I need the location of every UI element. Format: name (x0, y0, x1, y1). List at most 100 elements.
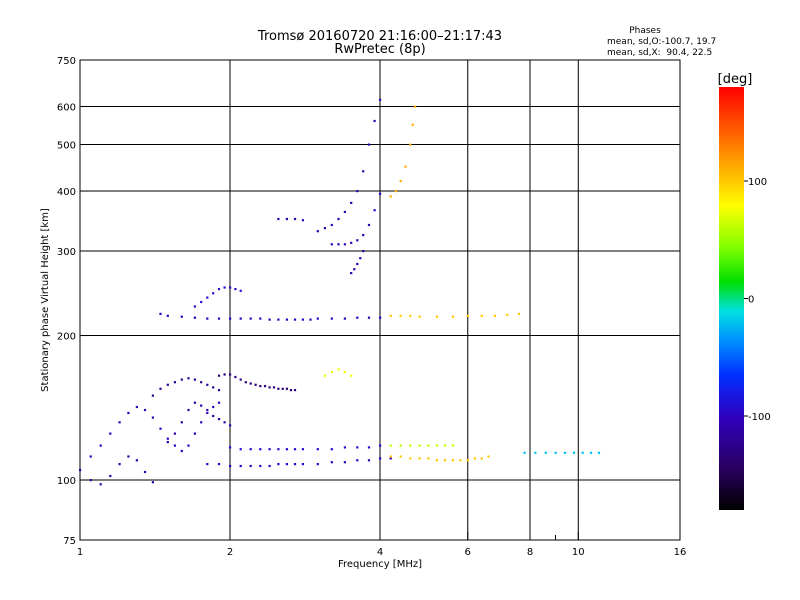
data-point (223, 286, 226, 289)
x-tick-label: 1 (77, 547, 83, 558)
x-tick-label: 16 (674, 547, 687, 558)
data-point (487, 455, 490, 458)
data-point (389, 195, 392, 198)
data-point (249, 317, 252, 320)
data-point (229, 317, 232, 320)
data-point (309, 318, 312, 321)
data-point (151, 416, 154, 419)
data-point (187, 377, 190, 380)
data-point (263, 385, 267, 388)
data-point (466, 314, 469, 317)
data-point (350, 374, 353, 377)
data-point (330, 448, 333, 451)
data-point (350, 201, 353, 204)
data-point (480, 457, 483, 460)
data-point (373, 209, 376, 212)
data-point (367, 459, 371, 462)
data-point (212, 414, 215, 418)
data-point (173, 381, 176, 384)
data-point (337, 368, 340, 371)
data-point (249, 464, 252, 468)
colorbar-tick-label: 100 (748, 177, 767, 188)
data-point (272, 386, 276, 389)
data-point (343, 210, 346, 213)
data-point (193, 378, 196, 381)
data-point (285, 217, 288, 221)
chart-title: Tromsø 20160720 21:16:00–21:17:43 (257, 29, 502, 44)
data-point (418, 315, 421, 318)
data-point (109, 474, 112, 478)
stats-o-line: mean, sd,O:-100.7, 19.7 (607, 37, 716, 47)
data-point (394, 190, 397, 193)
data-point (254, 383, 257, 386)
data-point (459, 459, 462, 462)
data-point (362, 170, 365, 173)
data-point (229, 446, 232, 449)
data-point (293, 463, 297, 466)
data-point (435, 315, 438, 318)
data-point (389, 444, 392, 447)
data-point (285, 463, 288, 466)
data-point (343, 461, 346, 464)
data-point (316, 463, 319, 466)
x-tick-label: 6 (465, 547, 471, 558)
data-point (337, 243, 340, 246)
data-point (239, 464, 242, 468)
data-point (206, 408, 209, 412)
data-point (597, 451, 601, 454)
y-tick-label: 600 (57, 103, 76, 114)
data-point (399, 314, 402, 317)
data-point (418, 444, 421, 447)
data-point (206, 296, 209, 299)
data-point (379, 457, 382, 460)
data-point (159, 312, 162, 315)
data-point (268, 318, 271, 321)
data-point (239, 289, 242, 292)
data-point (244, 381, 247, 384)
data-point (301, 448, 304, 451)
data-point (285, 448, 288, 451)
data-point (330, 370, 333, 374)
data-point (413, 105, 417, 108)
data-point (356, 459, 359, 462)
data-point (259, 317, 262, 320)
y-tick-label: 750 (57, 56, 76, 67)
data-point (127, 455, 130, 458)
x-tick-label: 8 (527, 547, 533, 558)
data-point (234, 375, 237, 379)
data-point (159, 427, 162, 430)
data-point (193, 305, 196, 308)
data-point (118, 463, 121, 466)
data-point (356, 262, 359, 266)
y-tick-label: 100 (57, 476, 76, 487)
data-point (506, 313, 509, 316)
data-point (234, 288, 237, 291)
data-point (166, 437, 169, 440)
data-point (411, 123, 414, 126)
data-point (281, 387, 284, 390)
data-point (249, 448, 252, 451)
data-point (200, 381, 203, 384)
data-point (180, 421, 183, 424)
data-point (451, 444, 454, 447)
y-tick-label: 75 (63, 536, 76, 547)
x-tick-label: 2 (227, 547, 233, 558)
chart-subtitle: RwPretec (8p) (334, 42, 425, 57)
stats-heading: Phases (629, 26, 661, 36)
data-point (534, 451, 537, 454)
data-point (293, 318, 297, 321)
data-point (330, 243, 333, 246)
data-point (544, 451, 547, 454)
data-point (99, 444, 102, 447)
data-point (356, 239, 359, 242)
data-point (249, 382, 252, 385)
data-point (118, 421, 121, 424)
colorbar-label: [deg] (718, 72, 753, 87)
data-point (180, 449, 183, 453)
data-point (217, 374, 221, 377)
data-point (399, 179, 402, 183)
data-point (389, 314, 392, 317)
data-point (223, 421, 226, 424)
data-point (277, 463, 280, 466)
data-point (293, 448, 297, 451)
